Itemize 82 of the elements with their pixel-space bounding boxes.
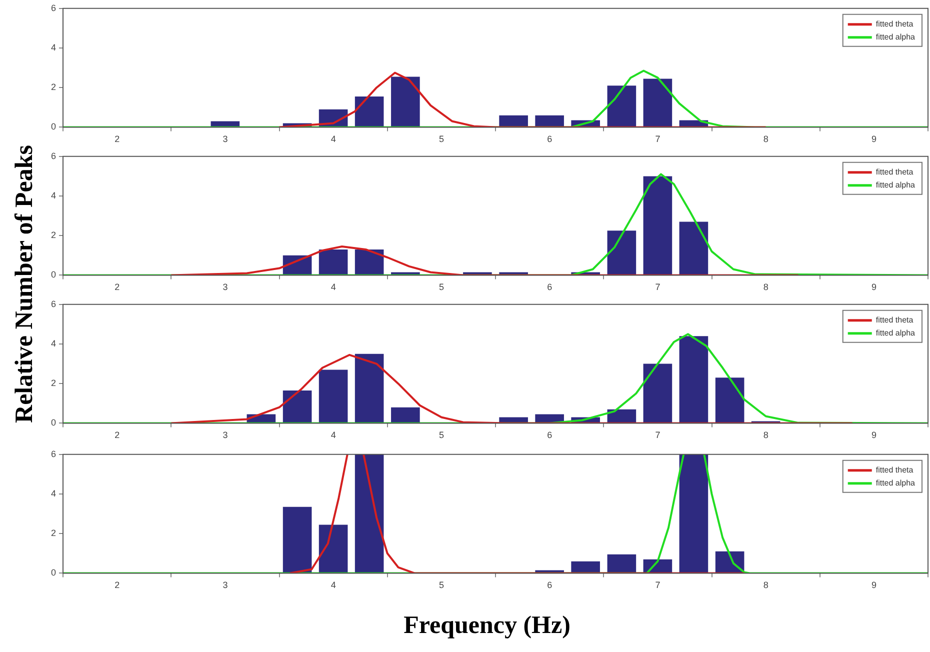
x-tick-label: 8	[763, 282, 768, 292]
bar	[679, 336, 708, 423]
bar	[535, 115, 564, 127]
x-tick-label: 7	[655, 430, 660, 440]
y-tick-label: 0	[50, 418, 56, 428]
y-tick-label: 2	[50, 230, 56, 240]
y-tick-label: 4	[50, 488, 56, 498]
y-tick-label: 2	[50, 378, 56, 388]
x-tick-label: 5	[438, 282, 444, 292]
x-tick-label: 4	[330, 430, 336, 440]
bar	[607, 86, 636, 127]
x-tick-label: 6	[547, 134, 552, 144]
x-tick-label: 6	[547, 430, 552, 440]
bar	[282, 390, 312, 423]
x-tick-label: 6	[547, 580, 552, 590]
bar	[354, 249, 384, 275]
x-tick-label: 3	[222, 430, 228, 440]
bar	[282, 506, 312, 573]
x-tick-label: 7	[655, 282, 660, 292]
bar	[715, 378, 744, 423]
y-tick-label: 0	[50, 122, 56, 132]
y-tick-label: 6	[50, 298, 56, 309]
x-tick-label: 9	[871, 430, 876, 440]
legend-label: fitted alpha	[876, 32, 916, 42]
bar	[499, 115, 528, 127]
bar	[318, 370, 348, 423]
bar	[318, 524, 348, 573]
x-tick-label: 3	[222, 282, 228, 292]
x-tick-label: 5	[438, 430, 444, 440]
bar	[571, 561, 600, 573]
x-tick-label: 8	[763, 134, 768, 144]
x-tick-label: 9	[871, 282, 876, 292]
y-tick-label: 0	[50, 568, 56, 578]
y-tick-label: 6	[50, 448, 56, 459]
legend-label: fitted theta	[876, 466, 914, 475]
bar	[643, 176, 672, 275]
bar	[354, 454, 384, 573]
y-tick-label: 4	[50, 42, 56, 52]
x-tick-label: 2	[114, 430, 120, 440]
bar	[354, 96, 384, 127]
y-tick-label: 6	[50, 2, 56, 13]
legend-label: fitted alpha	[876, 478, 916, 488]
y-tick-label: 0	[50, 270, 56, 280]
x-tick-label: 7	[655, 580, 660, 590]
x-tick-label: 6	[547, 282, 552, 292]
x-tick-label: 4	[330, 134, 336, 144]
x-tick-label: 3	[222, 134, 228, 144]
x-tick-label: 7	[655, 134, 660, 144]
x-tick-label: 9	[871, 580, 876, 590]
bar	[391, 76, 420, 127]
bar	[607, 230, 636, 275]
legend-label: fitted theta	[876, 168, 914, 177]
bar	[318, 249, 348, 275]
x-tick-label: 3	[222, 580, 228, 590]
x-tick-label: 2	[114, 282, 120, 292]
x-tick-label: 9	[871, 134, 876, 144]
legend-label: fitted alpha	[876, 328, 916, 338]
bar	[679, 222, 708, 275]
legend-label: fitted alpha	[876, 180, 916, 190]
bar	[679, 454, 708, 573]
legend-label: fitted theta	[876, 316, 914, 325]
x-tick-label: 2	[114, 580, 120, 590]
x-tick-label: 8	[763, 580, 768, 590]
y-tick-label: 2	[50, 82, 56, 92]
x-tick-label: 5	[438, 580, 444, 590]
x-tick-label: 4	[330, 580, 336, 590]
x-tick-label: 8	[763, 430, 768, 440]
x-tick-label: 4	[330, 282, 336, 292]
x-axis-title: Frequency (Hz)	[402, 612, 572, 640]
bar	[391, 407, 420, 423]
x-tick-label: 5	[438, 134, 444, 144]
bar	[607, 554, 636, 573]
legend-label: fitted theta	[876, 20, 914, 29]
bar	[643, 78, 672, 127]
y-tick-label: 6	[50, 150, 56, 161]
y-tick-label: 4	[50, 338, 56, 348]
y-tick-label: 2	[50, 528, 56, 538]
bar	[354, 354, 384, 423]
x-tick-label: 2	[114, 134, 120, 144]
bar	[643, 364, 672, 423]
y-axis-title: Relative Number of Peaks	[11, 144, 39, 425]
y-tick-label: 4	[50, 190, 56, 200]
